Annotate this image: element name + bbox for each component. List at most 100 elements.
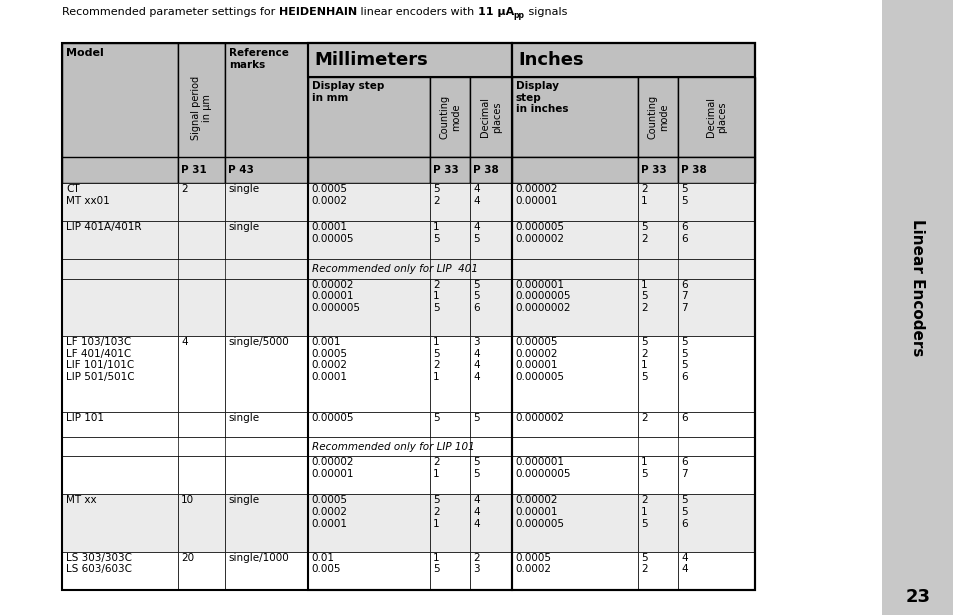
Text: 0.000001
0.0000005
0.0000002: 0.000001 0.0000005 0.0000002 xyxy=(515,280,570,313)
Bar xyxy=(308,279,430,336)
Text: Decimal
places: Decimal places xyxy=(479,97,501,137)
Text: 2: 2 xyxy=(181,184,188,194)
Text: 0.000001
0.0000005: 0.000001 0.0000005 xyxy=(515,457,570,478)
Text: 4
4: 4 4 xyxy=(680,553,687,574)
Bar xyxy=(62,221,178,260)
Text: Reference
marks: Reference marks xyxy=(229,48,289,69)
Bar xyxy=(308,336,430,413)
Bar xyxy=(62,336,178,413)
Bar xyxy=(62,413,178,437)
Text: Millimeters: Millimeters xyxy=(314,51,427,69)
Text: 4
4
4: 4 4 4 xyxy=(473,496,479,529)
Text: 3
4
4
4: 3 4 4 4 xyxy=(473,337,479,382)
Text: LS 303/303C
LS 603/603C: LS 303/303C LS 603/603C xyxy=(66,553,132,574)
Bar xyxy=(470,552,512,590)
Bar xyxy=(225,221,308,260)
Bar xyxy=(430,336,470,413)
Text: 0.00002
0.00001
0.000005: 0.00002 0.00001 0.000005 xyxy=(311,280,359,313)
Text: single/1000: single/1000 xyxy=(228,553,289,563)
Bar xyxy=(678,456,754,494)
Text: single: single xyxy=(228,222,259,232)
Bar xyxy=(178,456,225,494)
Bar xyxy=(430,456,470,494)
Bar xyxy=(178,157,225,183)
Bar xyxy=(470,221,512,260)
Text: P 38: P 38 xyxy=(680,165,706,175)
Bar xyxy=(512,456,638,494)
Text: HEIDENHAIN: HEIDENHAIN xyxy=(278,7,356,17)
Bar xyxy=(225,43,308,183)
Bar xyxy=(470,413,512,437)
Bar xyxy=(882,0,953,615)
Bar xyxy=(638,494,678,552)
Text: 5
5
6: 5 5 6 xyxy=(473,280,479,313)
Bar xyxy=(225,494,308,552)
Text: 0.0001
0.00005: 0.0001 0.00005 xyxy=(311,222,354,244)
Text: 5
5
5
6: 5 5 5 6 xyxy=(680,337,687,382)
Bar xyxy=(178,413,225,437)
Text: Model: Model xyxy=(66,48,104,58)
Bar xyxy=(470,77,512,157)
Text: 0.0005
0.0002
0.0001: 0.0005 0.0002 0.0001 xyxy=(311,496,347,529)
Bar xyxy=(430,552,470,590)
Bar xyxy=(62,437,754,456)
Text: 5: 5 xyxy=(473,413,479,424)
Text: 4
5: 4 5 xyxy=(473,222,479,244)
Bar xyxy=(62,157,178,183)
Text: signals: signals xyxy=(524,7,567,17)
Text: LIP 401A/401R: LIP 401A/401R xyxy=(66,222,141,232)
Bar xyxy=(512,77,638,157)
Bar xyxy=(470,336,512,413)
Text: 0.000005
0.000002: 0.000005 0.000002 xyxy=(515,222,563,244)
Bar xyxy=(512,336,638,413)
Bar xyxy=(638,157,678,183)
Text: linear encoders with: linear encoders with xyxy=(356,7,477,17)
Bar xyxy=(470,183,512,221)
Bar xyxy=(512,183,638,221)
Bar xyxy=(512,221,638,260)
Bar xyxy=(512,413,638,437)
Bar xyxy=(225,336,308,413)
Bar xyxy=(512,157,638,183)
Text: Recommended parameter settings for: Recommended parameter settings for xyxy=(62,7,278,17)
Bar xyxy=(638,77,678,157)
Bar xyxy=(178,43,225,183)
Text: 2: 2 xyxy=(640,413,647,424)
Bar xyxy=(470,157,512,183)
Bar xyxy=(225,456,308,494)
Bar xyxy=(62,183,178,221)
Text: 0.000002: 0.000002 xyxy=(515,413,563,424)
Text: 2
1: 2 1 xyxy=(640,184,647,205)
Text: 2
1
5: 2 1 5 xyxy=(640,496,647,529)
Text: 23: 23 xyxy=(904,588,929,606)
Bar xyxy=(308,157,430,183)
Text: 5
5: 5 5 xyxy=(680,184,687,205)
Bar xyxy=(308,221,430,260)
Bar xyxy=(62,43,754,590)
Text: Linear Encoders: Linear Encoders xyxy=(909,219,924,356)
Bar xyxy=(638,456,678,494)
Text: Inches: Inches xyxy=(517,51,583,69)
Bar xyxy=(512,43,754,590)
Text: 0.00005: 0.00005 xyxy=(311,413,354,424)
Bar xyxy=(678,183,754,221)
Bar xyxy=(62,279,178,336)
Text: single: single xyxy=(228,496,259,506)
Text: 5
5
6: 5 5 6 xyxy=(680,496,687,529)
Bar xyxy=(512,43,754,77)
Text: single/5000: single/5000 xyxy=(228,337,289,347)
Text: 0.00002
0.00001: 0.00002 0.00001 xyxy=(311,457,354,478)
Bar xyxy=(638,221,678,260)
Text: 6
7
7: 6 7 7 xyxy=(680,280,687,313)
Text: 5
2
1
5: 5 2 1 5 xyxy=(640,337,647,382)
Bar xyxy=(678,413,754,437)
Text: 0.001
0.0005
0.0002
0.0001: 0.001 0.0005 0.0002 0.0001 xyxy=(311,337,347,382)
Bar xyxy=(678,77,754,157)
Text: 2
1
5: 2 1 5 xyxy=(433,280,439,313)
Text: LF 103/103C
LF 401/401C
LIF 101/101C
LIP 501/501C: LF 103/103C LF 401/401C LIF 101/101C LIP… xyxy=(66,337,134,382)
Text: P 31: P 31 xyxy=(181,165,207,175)
Text: 1
5: 1 5 xyxy=(640,457,647,478)
Bar xyxy=(308,413,430,437)
Bar xyxy=(225,413,308,437)
Text: 0.00002
0.00001
0.000005: 0.00002 0.00001 0.000005 xyxy=(515,496,563,529)
